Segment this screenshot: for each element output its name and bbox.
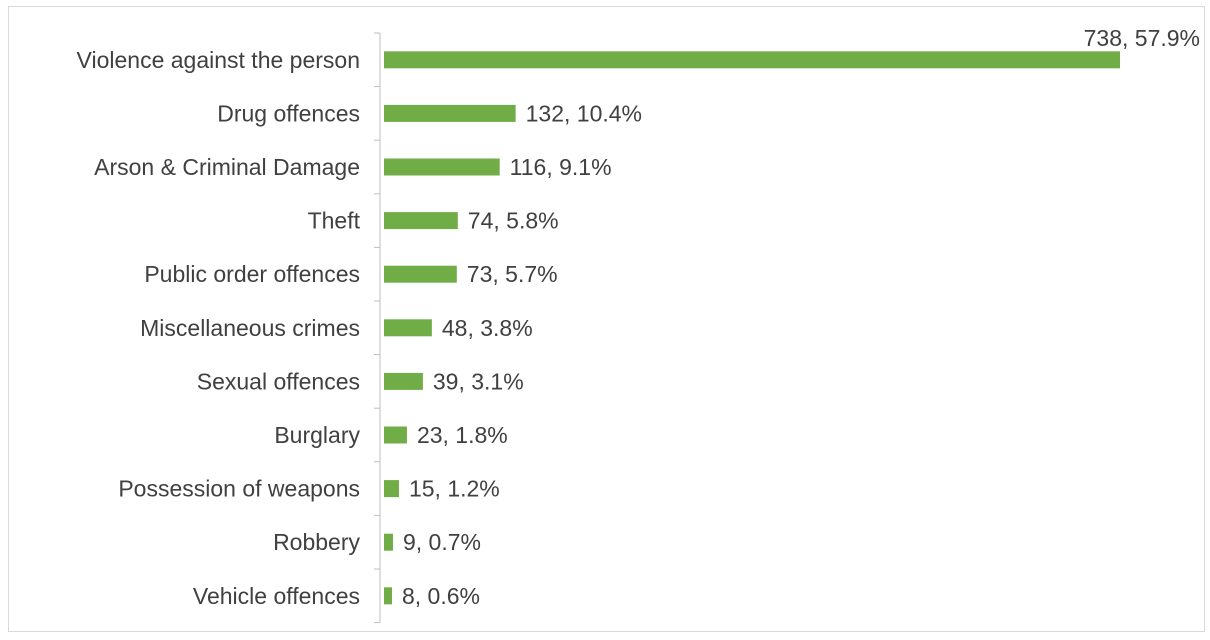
category-label: Public order offences [144, 261, 360, 287]
data-label: 738, 57.9% [1084, 25, 1200, 51]
category-label: Arson & Criminal Damage [94, 154, 360, 180]
bar [384, 212, 458, 230]
bar [384, 480, 399, 498]
data-label: 39, 3.1% [433, 368, 524, 394]
data-label: 9, 0.7% [403, 529, 481, 555]
category-label: Drug offences [217, 100, 360, 126]
chart-frame [8, 6, 1205, 632]
data-label: 74, 5.8% [468, 208, 559, 234]
data-label: 73, 5.7% [467, 261, 558, 287]
category-label: Robbery [273, 529, 360, 555]
bar [384, 51, 1120, 69]
data-label: 132, 10.4% [526, 100, 642, 126]
bar [384, 265, 457, 283]
bar [384, 587, 392, 605]
category-label: Vehicle offences [193, 583, 360, 609]
data-label: 15, 1.2% [409, 476, 500, 502]
bar [384, 319, 432, 337]
category-label: Burglary [274, 422, 360, 448]
category-label: Theft [308, 208, 361, 234]
data-label: 116, 9.1% [510, 154, 612, 180]
data-label: 23, 1.8% [417, 422, 508, 448]
bar [384, 104, 516, 122]
bar [384, 426, 407, 444]
data-label: 48, 3.8% [442, 315, 533, 341]
category-label: Sexual offences [197, 368, 360, 394]
category-label: Miscellaneous crimes [140, 315, 360, 341]
category-label: Violence against the person [77, 47, 360, 73]
data-label: 8, 0.6% [402, 583, 480, 609]
axis-layer [374, 32, 381, 624]
category-label: Possession of weapons [118, 476, 360, 502]
bar [384, 372, 423, 390]
labels-layer: Violence against the person 738, 57.9% Dru… [77, 25, 1200, 609]
bar [384, 533, 393, 551]
bar [384, 158, 500, 176]
bars-layer [384, 51, 1120, 605]
